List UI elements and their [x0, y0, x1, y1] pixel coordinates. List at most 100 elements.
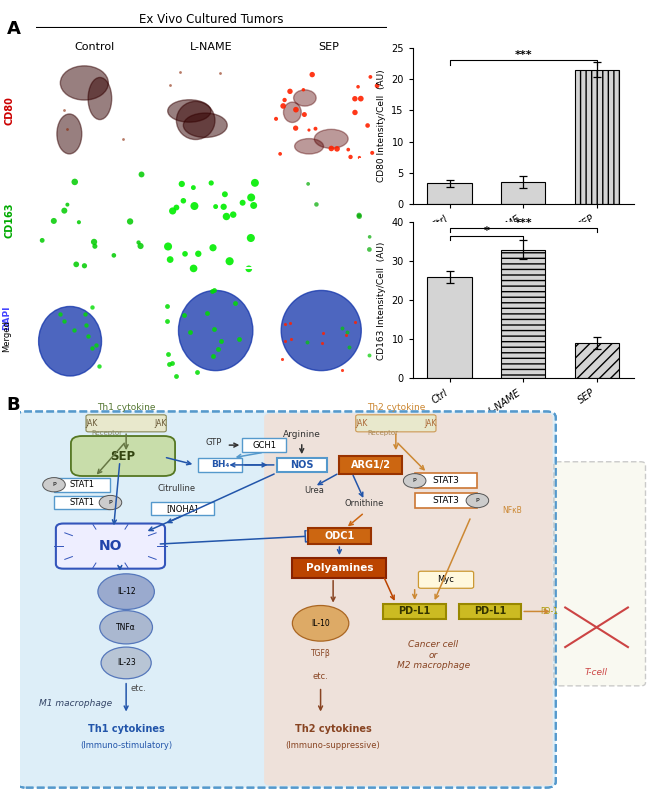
Point — [237, 196, 248, 209]
FancyBboxPatch shape — [56, 523, 165, 569]
Point — [206, 177, 216, 190]
Point — [214, 67, 225, 80]
Text: Citrulline: Citrulline — [157, 484, 196, 493]
Point — [175, 66, 185, 78]
Bar — [54, 496, 110, 510]
Point — [317, 337, 327, 350]
Ellipse shape — [315, 130, 348, 148]
Ellipse shape — [294, 90, 316, 106]
Text: [NOHA]: [NOHA] — [166, 504, 198, 513]
Point — [167, 357, 177, 370]
Point — [302, 335, 312, 348]
Text: P: P — [476, 498, 479, 503]
Text: Ornithine: Ornithine — [344, 499, 384, 509]
Bar — [501, 182, 545, 204]
Point — [188, 262, 199, 275]
Bar — [459, 603, 521, 619]
Text: JAK: JAK — [424, 419, 437, 428]
Bar — [339, 456, 402, 474]
Point — [307, 68, 317, 81]
Point — [341, 326, 352, 338]
Text: etc.: etc. — [131, 684, 146, 693]
Point — [59, 314, 70, 327]
FancyBboxPatch shape — [356, 415, 436, 432]
Bar — [292, 558, 387, 578]
Text: SEP: SEP — [111, 450, 136, 462]
Point — [299, 108, 309, 121]
Point — [365, 230, 375, 243]
Circle shape — [43, 478, 65, 492]
Point — [275, 147, 285, 160]
Point — [224, 255, 235, 268]
Point — [345, 150, 356, 163]
Text: TGFβ: TGFβ — [311, 649, 330, 658]
Text: ARG1/2: ARG1/2 — [351, 460, 391, 470]
Text: Myc: Myc — [437, 575, 454, 584]
Text: TNFα: TNFα — [116, 622, 136, 632]
Point — [61, 122, 72, 135]
Circle shape — [292, 606, 349, 641]
Point — [207, 350, 218, 362]
Circle shape — [98, 574, 154, 610]
Point — [125, 215, 135, 228]
Bar — [308, 528, 370, 544]
Point — [163, 240, 174, 253]
Bar — [575, 70, 619, 204]
Text: JAK: JAK — [355, 419, 367, 428]
Point — [350, 316, 360, 329]
Text: Th1 cytokine: Th1 cytokine — [97, 403, 155, 412]
Point — [207, 285, 217, 298]
Text: (Immuno-stimulatory): (Immuno-stimulatory) — [80, 741, 172, 750]
Point — [62, 198, 73, 211]
Point — [363, 119, 373, 132]
Point — [271, 113, 281, 126]
Point — [341, 329, 352, 342]
Point — [136, 168, 147, 181]
Point — [363, 348, 374, 361]
Text: GTP: GTP — [206, 438, 222, 447]
Text: IL-12: IL-12 — [117, 587, 135, 596]
Text: Receptor: Receptor — [92, 430, 123, 436]
Point — [171, 201, 181, 214]
Circle shape — [466, 494, 489, 508]
Point — [354, 151, 365, 164]
Text: Urea: Urea — [304, 486, 324, 494]
FancyBboxPatch shape — [554, 462, 645, 686]
Text: M1 macrophage: M1 macrophage — [40, 699, 112, 709]
Point — [209, 322, 219, 335]
Point — [285, 317, 295, 330]
Point — [177, 178, 187, 190]
Bar — [428, 183, 472, 204]
Point — [59, 204, 70, 217]
Ellipse shape — [60, 66, 109, 100]
Point — [285, 85, 295, 98]
Point — [246, 232, 256, 245]
Bar — [151, 502, 214, 515]
Text: BH₄: BH₄ — [211, 461, 229, 470]
Point — [280, 318, 290, 330]
Point — [209, 283, 219, 296]
Point — [185, 326, 196, 338]
FancyBboxPatch shape — [264, 414, 552, 786]
Point — [192, 365, 202, 378]
Point — [80, 307, 90, 320]
Point — [49, 214, 59, 227]
Circle shape — [404, 474, 426, 488]
Point — [83, 330, 94, 342]
Point — [164, 358, 174, 371]
Point — [350, 92, 360, 105]
Text: *: * — [484, 226, 489, 236]
Point — [291, 103, 301, 116]
Point — [118, 133, 129, 146]
FancyBboxPatch shape — [419, 571, 474, 588]
Point — [165, 79, 176, 92]
Bar — [277, 458, 327, 472]
Text: NO: NO — [99, 539, 122, 553]
Text: B: B — [6, 396, 20, 414]
Point — [81, 318, 91, 331]
Text: SEP: SEP — [318, 42, 339, 52]
Ellipse shape — [57, 114, 82, 154]
Point — [234, 332, 244, 345]
Text: Arginine: Arginine — [283, 430, 320, 439]
Point — [229, 296, 240, 309]
